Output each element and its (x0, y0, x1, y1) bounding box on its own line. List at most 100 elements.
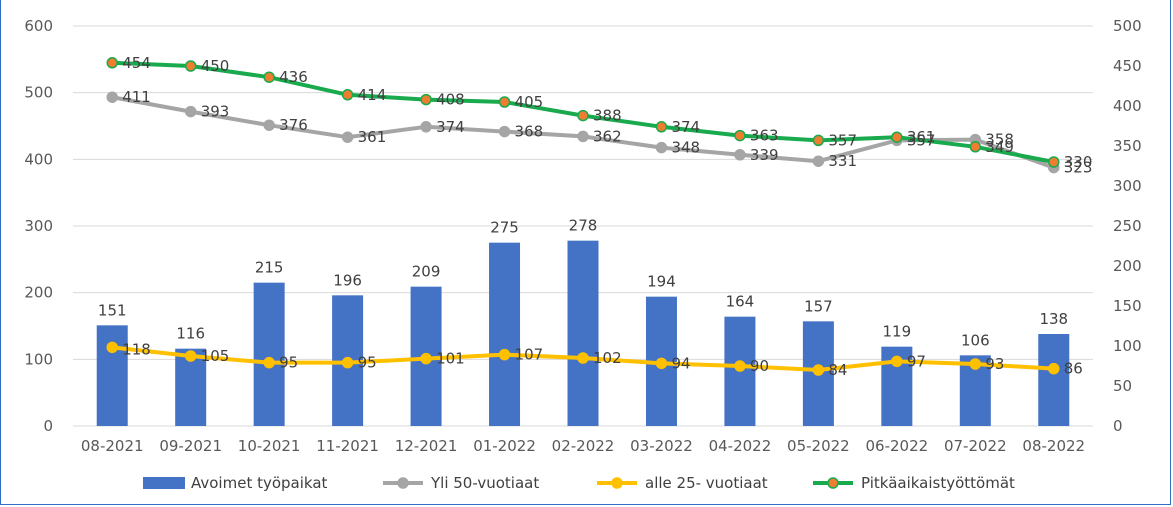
y-left-tick-label: 600 (24, 17, 53, 35)
y-left-tick-label: 100 (24, 350, 53, 368)
series-marker (498, 348, 511, 361)
series-marker (812, 134, 825, 147)
bar-data-labels: 151 116 215 196 209 275 278 194 164 157 119 106 138 (98, 217, 1068, 350)
series-marker (420, 352, 432, 365)
bar (567, 240, 599, 426)
line-data-label: 90 (750, 357, 769, 375)
series-marker (969, 141, 982, 153)
series-marker (1048, 362, 1060, 375)
x-tick-label: 01-2022 (473, 437, 536, 455)
bar-data-label: 151 (98, 301, 127, 319)
series-marker (577, 109, 589, 122)
series-marker (655, 141, 668, 154)
line-data-labels: 411 393 376 361 374 368 362 348 339 331 357 358 323 1… (122, 54, 1092, 379)
x-tick-label: 12-2021 (395, 437, 458, 455)
x-tick-label: 08-2021 (81, 437, 144, 455)
legend: Avoimet työpaikat Yli 50-vuotiaat alle 25-… (143, 474, 1015, 492)
bar (253, 282, 285, 426)
series-marker (106, 341, 118, 354)
series-marker (106, 57, 118, 69)
bars-series (96, 240, 1070, 426)
line-data-label: 330 (1064, 153, 1093, 171)
series-marker (969, 358, 982, 370)
line-data-label: 368 (515, 123, 544, 141)
line-data-label: 357 (828, 131, 857, 149)
line-data-label: 323 (1064, 159, 1093, 177)
legend-label: alle 25- vuotiaat (645, 474, 768, 492)
y-right-tick-label: 350 (1113, 137, 1142, 155)
x-tick-label: 04-2022 (709, 437, 772, 455)
series-marker (498, 96, 511, 108)
x-tick-label: 10-2021 (238, 437, 301, 455)
series-marker (263, 71, 275, 83)
bar-data-label: 194 (647, 273, 676, 291)
line-data-label: 95 (279, 354, 298, 372)
y-right-tick-label: 500 (1113, 17, 1142, 35)
series-marker (655, 357, 668, 370)
series-marker (341, 131, 354, 143)
series-marker (106, 91, 118, 103)
legend-swatch-marker (827, 477, 839, 489)
line-data-label: 436 (279, 68, 308, 86)
bar-data-label: 196 (333, 271, 362, 289)
y-right-tick-label: 450 (1113, 57, 1142, 75)
y-right-tick-label: 100 (1113, 337, 1142, 355)
line-data-label: 450 (201, 57, 230, 75)
line-data-label: 357 (907, 131, 936, 149)
line-data-label: 97 (907, 352, 926, 370)
bar-data-label: 209 (412, 263, 441, 281)
line-data-label: 374 (671, 118, 700, 136)
bar-data-label: 278 (569, 217, 598, 235)
series-marker (341, 356, 354, 369)
legend-swatch-marker (611, 477, 623, 489)
bar-data-label: 119 (883, 323, 912, 341)
line-data-label: 84 (828, 361, 847, 379)
bar-data-label: 116 (176, 325, 205, 343)
line-data-label: 393 (201, 103, 230, 121)
line-data-label: 374 (436, 118, 465, 136)
line-data-label: 414 (358, 86, 387, 104)
line-data-label: 376 (279, 116, 308, 134)
legend-label: Yli 50-vuotiaat (430, 474, 539, 492)
y-right-tick-label: 0 (1113, 417, 1123, 435)
right-y-axis: 0 50 100 150 200 250 300 350 400 450 500 (1113, 17, 1142, 435)
y-left-tick-label: 500 (24, 84, 53, 102)
line-data-label: 102 (593, 349, 622, 367)
line-data-label: 107 (515, 346, 544, 364)
line-data-label: 94 (671, 354, 690, 372)
line-data-label: 118 (122, 340, 151, 358)
series-marker (184, 350, 197, 362)
left-y-axis: 0 100 200 300 400 500 600 (24, 17, 53, 435)
line-data-label: 411 (122, 88, 151, 106)
line-data-label: 454 (122, 54, 151, 72)
y-right-tick-label: 150 (1113, 297, 1142, 315)
y-left-tick-label: 0 (43, 417, 53, 435)
series-marker (420, 93, 432, 106)
y-right-tick-label: 400 (1113, 97, 1142, 115)
x-tick-label: 02-2022 (552, 437, 615, 455)
x-tick-label: 11-2021 (316, 437, 379, 455)
line-data-label: 349 (985, 138, 1014, 156)
y-right-tick-label: 50 (1113, 377, 1132, 395)
y-left-tick-label: 200 (24, 284, 53, 302)
x-tick-label: 09-2021 (159, 437, 222, 455)
series-marker (812, 364, 825, 376)
series-marker (184, 105, 197, 118)
series-marker (734, 360, 746, 372)
line-data-label: 358 (985, 131, 1014, 149)
line-data-label: 95 (358, 354, 377, 372)
series-marker (891, 355, 903, 368)
series-marker (420, 121, 432, 133)
line-data-label: 348 (671, 139, 700, 157)
bar-data-label: 157 (804, 297, 833, 315)
series-marker (498, 125, 511, 138)
y-right-tick-label: 200 (1113, 257, 1142, 275)
line-data-label: 331 (828, 152, 857, 170)
bar (489, 242, 521, 426)
line-data-label: 105 (201, 347, 230, 365)
line-data-label: 361 (358, 128, 387, 146)
bar-data-label: 275 (490, 219, 519, 237)
series-marker (734, 129, 746, 142)
